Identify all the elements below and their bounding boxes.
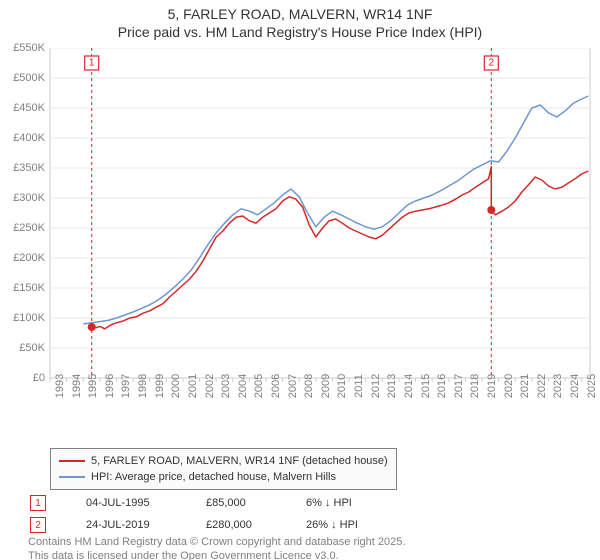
sale-marker-1: 1: [30, 495, 46, 511]
y-tick-label: £350K: [13, 162, 45, 174]
legend-item-hpi: HPI: Average price, detached house, Malv…: [59, 469, 388, 485]
table-row: 2 24-JUL-2019 £280,000 26% ↓ HPI: [28, 514, 426, 536]
y-tick-label: £0: [33, 372, 45, 384]
x-tick-label: 2021: [519, 374, 531, 398]
x-tick-label: 2014: [403, 374, 415, 398]
title-address: 5, FARLEY ROAD, MALVERN, WR14 1NF: [0, 6, 600, 22]
x-tick-label: 2015: [420, 374, 432, 398]
x-tick-label: 1999: [154, 374, 166, 398]
attribution-line1: Contains HM Land Registry data © Crown c…: [28, 536, 405, 550]
y-tick-label: £150K: [13, 282, 45, 294]
chart-area: 12 £0£50K£100K£150K£200K£250K£300K£350K£…: [0, 48, 600, 418]
x-tick-label: 2004: [237, 374, 249, 398]
legend-item-pricepaid: 5, FARLEY ROAD, MALVERN, WR14 1NF (detac…: [59, 453, 388, 469]
y-tick-label: £550K: [13, 42, 45, 54]
x-tick-label: 2008: [303, 374, 315, 398]
x-tick-label: 2024: [569, 374, 581, 398]
x-tick-label: 2010: [336, 374, 348, 398]
x-tick-label: 2003: [220, 374, 232, 398]
x-tick-label: 1998: [137, 374, 149, 398]
series-hpi: [83, 96, 588, 324]
x-tick-label: 2018: [469, 374, 481, 398]
x-tick-label: 2011: [353, 374, 365, 398]
y-tick-label: £450K: [13, 102, 45, 114]
x-tick-label: 2022: [536, 374, 548, 398]
x-tick-label: 2025: [586, 374, 598, 398]
series-pricepaid: [92, 167, 589, 329]
legend: 5, FARLEY ROAD, MALVERN, WR14 1NF (detac…: [50, 448, 397, 490]
legend-label: HPI: Average price, detached house, Malv…: [91, 471, 336, 483]
attribution: Contains HM Land Registry data © Crown c…: [28, 536, 405, 560]
x-tick-label: 1995: [87, 374, 99, 398]
sale-price: £280,000: [206, 519, 306, 531]
x-tick-label: 2013: [386, 374, 398, 398]
x-tick-label: 2020: [503, 374, 515, 398]
sale-marker-number: 2: [489, 58, 495, 69]
x-tick-label: 2019: [486, 374, 498, 398]
x-tick-label: 2006: [270, 374, 282, 398]
x-tick-label: 1996: [104, 374, 116, 398]
legend-swatch: [59, 460, 85, 462]
x-tick-label: 2009: [320, 374, 332, 398]
x-tick-label: 2005: [253, 374, 265, 398]
sale-delta: 6% ↓ HPI: [306, 497, 426, 509]
sales-table: 1 04-JUL-1995 £85,000 6% ↓ HPI 2 24-JUL-…: [28, 492, 426, 536]
chart-svg: 12: [0, 48, 600, 418]
sale-marker-number: 1: [89, 58, 95, 69]
sale-dot: [487, 206, 495, 214]
x-tick-label: 1997: [120, 374, 132, 398]
x-tick-label: 2023: [552, 374, 564, 398]
attribution-line2: This data is licensed under the Open Gov…: [28, 550, 405, 560]
sale-delta: 26% ↓ HPI: [306, 519, 426, 531]
y-tick-label: £400K: [13, 132, 45, 144]
sale-marker-2: 2: [30, 517, 46, 533]
legend-label: 5, FARLEY ROAD, MALVERN, WR14 1NF (detac…: [91, 455, 388, 467]
x-tick-label: 2007: [287, 374, 299, 398]
sale-dot: [88, 323, 96, 331]
x-tick-label: 2012: [370, 374, 382, 398]
y-tick-label: £100K: [13, 312, 45, 324]
x-tick-label: 2000: [170, 374, 182, 398]
sale-date: 24-JUL-2019: [86, 519, 206, 531]
y-tick-label: £50K: [19, 342, 45, 354]
y-tick-label: £200K: [13, 252, 45, 264]
title-block: 5, FARLEY ROAD, MALVERN, WR14 1NF Price …: [0, 0, 600, 40]
x-tick-label: 2016: [436, 374, 448, 398]
title-subtitle: Price paid vs. HM Land Registry's House …: [0, 24, 600, 40]
sale-date: 04-JUL-1995: [86, 497, 206, 509]
chart-root: 5, FARLEY ROAD, MALVERN, WR14 1NF Price …: [0, 0, 600, 560]
y-tick-label: £250K: [13, 222, 45, 234]
y-tick-label: £500K: [13, 72, 45, 84]
x-tick-label: 2002: [204, 374, 216, 398]
x-tick-label: 1994: [71, 374, 83, 398]
y-tick-label: £300K: [13, 192, 45, 204]
sale-price: £85,000: [206, 497, 306, 509]
x-tick-label: 2017: [453, 374, 465, 398]
table-row: 1 04-JUL-1995 £85,000 6% ↓ HPI: [28, 492, 426, 514]
x-tick-label: 2001: [187, 374, 199, 398]
x-tick-label: 1993: [54, 374, 66, 398]
legend-swatch: [59, 476, 85, 478]
